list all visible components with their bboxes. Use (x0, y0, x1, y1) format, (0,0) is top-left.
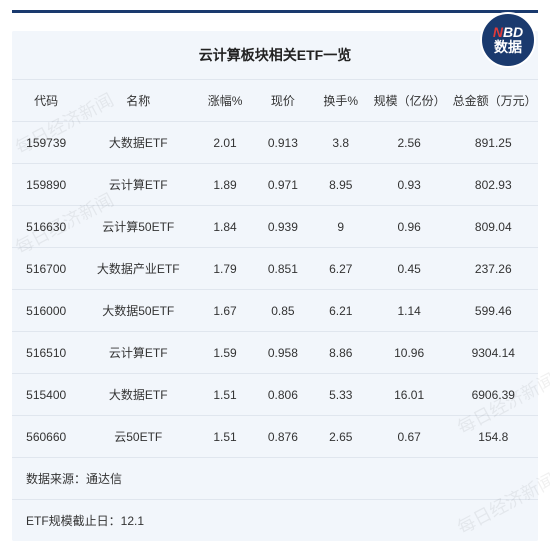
etf-table: 代码 名称 涨幅% 现价 换手% 规模（亿份） 总金额（万元） 159739大数… (12, 80, 538, 541)
table-cell: 237.26 (449, 248, 538, 290)
table-row: 516510云计算ETF1.590.9588.8610.969304.14 (12, 332, 538, 374)
table-cell: 516510 (12, 332, 80, 374)
table-cell: 809.04 (449, 206, 538, 248)
table-cell: 599.46 (449, 290, 538, 332)
table-cell: 0.876 (254, 416, 312, 458)
table-cell: 3.8 (312, 122, 370, 164)
table-cell: 0.851 (254, 248, 312, 290)
table-cell: 802.93 (449, 164, 538, 206)
table-cell: 516000 (12, 290, 80, 332)
col-scale: 规模（亿份） (370, 80, 449, 122)
table-row: 516000大数据50ETF1.670.856.211.14599.46 (12, 290, 538, 332)
table-cell: 大数据50ETF (80, 290, 196, 332)
table-cell: 10.96 (370, 332, 449, 374)
table-cell: 159739 (12, 122, 80, 164)
table-header-row: 代码 名称 涨幅% 现价 换手% 规模（亿份） 总金额（万元） (12, 80, 538, 122)
table-cell: 0.939 (254, 206, 312, 248)
table-title: 云计算板块相关ETF一览 (12, 31, 538, 80)
table-cell: 6.27 (312, 248, 370, 290)
col-code: 代码 (12, 80, 80, 122)
table-cell: 516700 (12, 248, 80, 290)
table-cell: 0.806 (254, 374, 312, 416)
table-row: 515400大数据ETF1.510.8065.3316.016906.39 (12, 374, 538, 416)
table-row: 159739大数据ETF2.010.9133.82.56891.25 (12, 122, 538, 164)
logo-n: N (493, 24, 503, 40)
table-cell: 9 (312, 206, 370, 248)
table-cell: 1.84 (196, 206, 254, 248)
table-cell: 1.79 (196, 248, 254, 290)
table-cell: 154.8 (449, 416, 538, 458)
cutoff-row: ETF规模截止日：12.1 (12, 500, 538, 541)
table-row: 516700大数据产业ETF1.790.8516.270.45237.26 (12, 248, 538, 290)
table-cell: 2.56 (370, 122, 449, 164)
table-cell: 1.51 (196, 374, 254, 416)
table-cell: 6.21 (312, 290, 370, 332)
table-cell: 2.65 (312, 416, 370, 458)
table-cell: 云计算ETF (80, 332, 196, 374)
table-cell: 8.86 (312, 332, 370, 374)
table-cell: 2.01 (196, 122, 254, 164)
source-row: 数据来源：通达信 (12, 458, 538, 500)
table-cell: 560660 (12, 416, 80, 458)
table-cell: 516630 (12, 206, 80, 248)
logo-nbd-text: NBD (493, 25, 523, 39)
cutoff-text: ETF规模截止日：12.1 (12, 500, 538, 541)
table-cell: 0.93 (370, 164, 449, 206)
logo-bd: BD (503, 24, 523, 40)
table-cell: 0.45 (370, 248, 449, 290)
etf-table-container: 云计算板块相关ETF一览 代码 名称 涨幅% 现价 换手% 规模（亿份） 总金额… (12, 31, 538, 541)
source-text: 数据来源：通达信 (12, 458, 538, 500)
col-price: 现价 (254, 80, 312, 122)
table-cell: 9304.14 (449, 332, 538, 374)
table-cell: 云计算ETF (80, 164, 196, 206)
col-name: 名称 (80, 80, 196, 122)
table-cell: 16.01 (370, 374, 449, 416)
col-turnover: 换手% (312, 80, 370, 122)
header-divider (12, 10, 538, 13)
table-cell: 大数据ETF (80, 122, 196, 164)
table-row: 516630云计算50ETF1.840.93990.96809.04 (12, 206, 538, 248)
table-cell: 大数据产业ETF (80, 248, 196, 290)
table-cell: 云50ETF (80, 416, 196, 458)
table-row: 159890云计算ETF1.890.9718.950.93802.93 (12, 164, 538, 206)
nbd-logo: NBD 数据 (480, 12, 536, 68)
table-cell: 1.89 (196, 164, 254, 206)
table-cell: 云计算50ETF (80, 206, 196, 248)
table-cell: 大数据ETF (80, 374, 196, 416)
col-change: 涨幅% (196, 80, 254, 122)
table-cell: 0.96 (370, 206, 449, 248)
table-row: 560660云50ETF1.510.8762.650.67154.8 (12, 416, 538, 458)
table-cell: 0.958 (254, 332, 312, 374)
table-cell: 515400 (12, 374, 80, 416)
table-cell: 1.67 (196, 290, 254, 332)
table-cell: 0.971 (254, 164, 312, 206)
table-cell: 1.14 (370, 290, 449, 332)
table-cell: 6906.39 (449, 374, 538, 416)
table-cell: 0.913 (254, 122, 312, 164)
logo-sub-text: 数据 (494, 40, 522, 55)
table-cell: 0.85 (254, 290, 312, 332)
table-cell: 159890 (12, 164, 80, 206)
table-cell: 8.95 (312, 164, 370, 206)
col-amount: 总金额（万元） (449, 80, 538, 122)
table-cell: 891.25 (449, 122, 538, 164)
table-cell: 1.51 (196, 416, 254, 458)
table-cell: 1.59 (196, 332, 254, 374)
table-body: 159739大数据ETF2.010.9133.82.56891.25159890… (12, 122, 538, 541)
table-cell: 5.33 (312, 374, 370, 416)
table-cell: 0.67 (370, 416, 449, 458)
